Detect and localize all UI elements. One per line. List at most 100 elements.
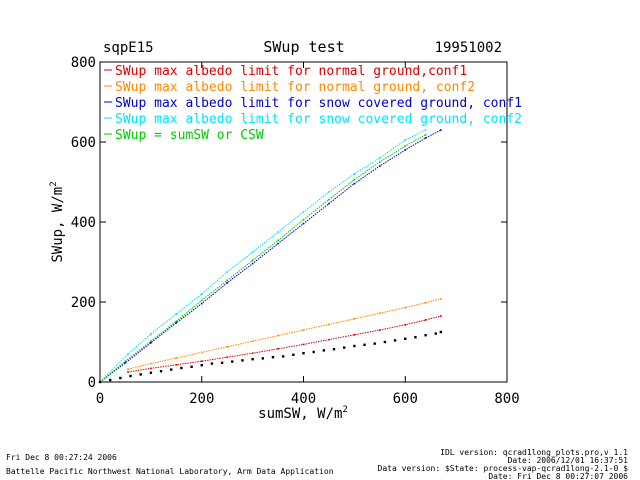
legend-label: SWup max albedo limit for normal ground,… (115, 80, 475, 95)
data-point (302, 343, 305, 346)
data-point (404, 139, 407, 141)
data-point (424, 129, 427, 131)
data-point (353, 178, 356, 181)
data-point (353, 344, 356, 348)
data-point (149, 371, 153, 374)
data-point (277, 239, 279, 242)
data-point (363, 343, 366, 346)
series-line (127, 298, 441, 370)
data-point (393, 339, 397, 342)
data-point (251, 352, 254, 354)
data-point (139, 373, 142, 376)
data-point (302, 218, 305, 221)
data-point (424, 302, 427, 304)
legend-label: SWup max albedo limit for snow covered g… (115, 96, 522, 111)
data-point (277, 231, 279, 233)
legend-label: SWup max albedo limit for normal ground,… (115, 64, 467, 79)
data-point (220, 361, 224, 364)
data-point (226, 356, 228, 358)
data-point (373, 342, 376, 345)
data-point (159, 370, 163, 373)
data-point (332, 348, 336, 351)
data-point (343, 346, 346, 349)
data-point (170, 368, 173, 371)
x-tick-label: 400 (291, 391, 316, 407)
data-point (312, 350, 315, 354)
data-point (124, 360, 127, 362)
data-point (251, 259, 254, 262)
data-point (302, 329, 305, 331)
footer-institution: Battelle Pacific Northwest National Labo… (6, 467, 334, 476)
footer-idl-version: IDL version: qcrad1long_plots.pro,v 1.1 (440, 448, 628, 457)
footer-date-run: Date: Fri Dec 8 00:27:07 2006 (488, 472, 628, 480)
data-point (302, 352, 305, 355)
data-point (150, 342, 152, 344)
y-tick-label: 800 (71, 55, 96, 71)
footer-data-version: Data version: $State: process-vap-qcrad1… (378, 464, 629, 473)
data-point (353, 334, 356, 336)
series-1 (127, 298, 442, 370)
data-point (127, 353, 129, 355)
data-point (353, 173, 356, 175)
data-point (190, 365, 193, 368)
data-point (124, 362, 127, 364)
legend: SWup max albedo limit for normal ground,… (104, 64, 522, 143)
data-point (226, 279, 228, 282)
data-point (226, 346, 228, 348)
data-point (150, 362, 152, 365)
data-point (251, 251, 254, 253)
data-point (424, 137, 427, 139)
data-point (175, 322, 178, 324)
series-3 (99, 129, 427, 383)
data-point (241, 359, 244, 362)
x-tick-label: 0 (96, 391, 104, 407)
series-line (99, 134, 426, 383)
data-point (424, 334, 427, 337)
data-point (150, 367, 152, 370)
data-point (328, 323, 330, 326)
series-line (127, 315, 441, 373)
data-point (404, 324, 407, 326)
data-point (226, 282, 228, 284)
y-ticks: 0 200 400 600 800 (71, 55, 507, 391)
data-point (277, 334, 279, 337)
data-point (180, 366, 183, 370)
series-5 (98, 330, 443, 384)
data-point (200, 360, 203, 362)
y-tick-label: 0 (88, 375, 96, 391)
data-point (322, 349, 326, 352)
chart-title: SWup test (263, 38, 344, 56)
data-point (200, 299, 203, 302)
data-point (175, 364, 178, 366)
data-point (261, 357, 264, 360)
legend-label: SWup max albedo limit for snow covered g… (115, 112, 522, 127)
y-tick-label: 200 (71, 295, 96, 311)
x-tick-label: 600 (393, 391, 418, 407)
data-point (414, 336, 417, 339)
data-point (328, 338, 330, 341)
data-point (175, 313, 178, 315)
data-point (353, 182, 356, 185)
data-point (328, 198, 330, 201)
data-point (119, 376, 122, 380)
footer-date: Date: 2006/12/01 16:37:51 (508, 456, 629, 465)
x-axis-label: sumSW, W/m2 (258, 405, 348, 422)
data-point (404, 149, 407, 151)
data-point (127, 371, 129, 373)
site-label: sqpE15 (103, 40, 154, 56)
data-point (439, 330, 443, 334)
x-tick-label: 800 (494, 391, 519, 407)
data-point (302, 211, 305, 213)
series-4 (99, 134, 427, 383)
data-point (383, 340, 387, 344)
series-line (99, 129, 442, 383)
data-point (424, 134, 427, 136)
y-axis-label: SWup, W/m2 (49, 181, 66, 262)
data-point (404, 306, 407, 309)
plot-area: 0 200 400 600 800 0 200 400 600 800 SWup max alb… (71, 55, 522, 407)
x-tick-label: 200 (189, 391, 214, 407)
series-0 (127, 315, 442, 373)
data-point (251, 340, 254, 342)
data-point (379, 329, 381, 331)
